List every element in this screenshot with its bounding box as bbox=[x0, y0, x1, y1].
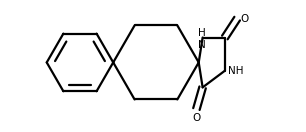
Text: O: O bbox=[240, 14, 248, 24]
Text: NH: NH bbox=[228, 66, 244, 76]
Text: H: H bbox=[198, 27, 205, 37]
Text: N: N bbox=[198, 40, 205, 50]
Text: O: O bbox=[192, 113, 200, 123]
